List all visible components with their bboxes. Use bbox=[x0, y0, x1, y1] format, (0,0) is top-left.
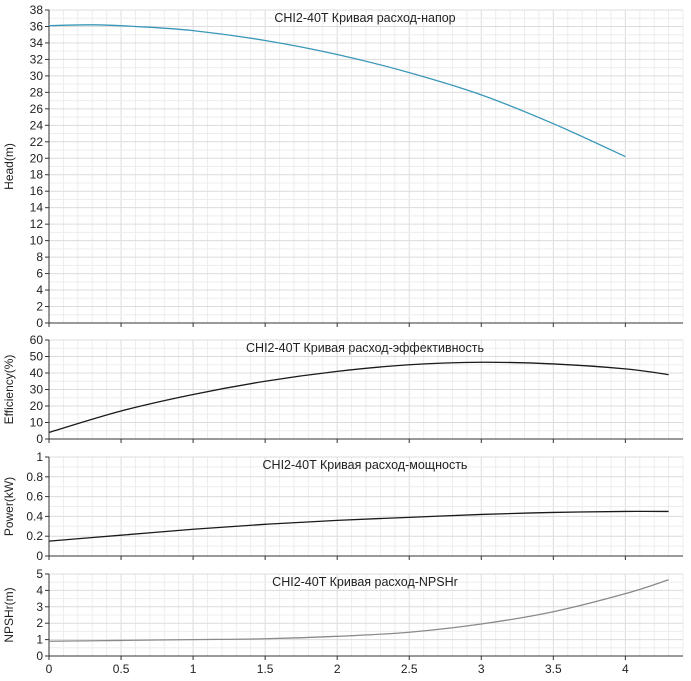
y-tick-label: 10 bbox=[30, 234, 44, 248]
chart-panel-1: 02468101214161820222426283032343638Head(… bbox=[2, 3, 684, 330]
y-axis-label: Head(m) bbox=[2, 143, 16, 190]
y-tick-label: 26 bbox=[30, 102, 44, 116]
y-tick-label: 60 bbox=[30, 333, 44, 347]
y-tick-label: 2 bbox=[36, 616, 43, 630]
y-tick-label: 36 bbox=[30, 19, 44, 33]
y-tick-label: 8 bbox=[36, 250, 43, 264]
y-tick-label: 0.4 bbox=[26, 509, 43, 523]
y-tick-label: 2 bbox=[36, 300, 43, 314]
y-tick-label: 0 bbox=[36, 549, 43, 563]
x-tick-label: 3.5 bbox=[545, 662, 562, 676]
x-tick-label: 1 bbox=[190, 662, 197, 676]
series-line bbox=[48, 24, 626, 158]
gridlines bbox=[48, 9, 684, 324]
y-tick-label: 10 bbox=[30, 416, 44, 430]
y-tick-label: 0 bbox=[36, 316, 43, 330]
gridlines bbox=[48, 339, 684, 440]
x-tick-label: 0.5 bbox=[113, 662, 130, 676]
y-tick-label: 20 bbox=[30, 399, 44, 413]
chart-title: CHI2-40T Кривая расход-мощность bbox=[263, 458, 468, 472]
y-tick-label: 4 bbox=[36, 583, 43, 597]
y-axis-label: NPSHr(m) bbox=[2, 587, 16, 642]
series-line bbox=[48, 579, 669, 642]
y-tick-label: 18 bbox=[30, 168, 44, 182]
y-tick-label: 20 bbox=[30, 151, 44, 165]
y-tick-label: 0.6 bbox=[26, 490, 43, 504]
y-tick-label: 6 bbox=[36, 267, 43, 281]
x-tick-label: 2.5 bbox=[401, 662, 418, 676]
y-tick-label: 0 bbox=[36, 432, 43, 446]
x-tick-label: 0 bbox=[46, 662, 53, 676]
y-tick-label: 0.2 bbox=[26, 529, 43, 543]
y-tick-label: 32 bbox=[30, 52, 44, 66]
y-tick-label: 22 bbox=[30, 135, 44, 149]
y-tick-label: 3 bbox=[36, 600, 43, 614]
y-tick-label: 16 bbox=[30, 184, 44, 198]
y-tick-label: 38 bbox=[30, 3, 44, 17]
y-tick-label: 14 bbox=[30, 201, 44, 215]
chart-panel-2: 0 10 20 30 40 50 60 Efficiency(%) CHI2-40T Крива… bbox=[2, 333, 684, 446]
y-tick-label: 30 bbox=[30, 69, 44, 83]
chart-panel-3: 0 0.2 0.4 0.6 0.8 1 Power(kW) CHI2-40T Кривая р… bbox=[2, 450, 684, 563]
y-tick-label: 0 bbox=[36, 649, 43, 663]
chart-panel-4: 0 1 2 3 4 5 0 0.5 1 1.5 2 2.5 3 3.5 4 NPSHr(m) CHI2-40T … bbox=[2, 567, 684, 676]
y-tick-label: 1 bbox=[36, 633, 43, 647]
y-tick-label: 5 bbox=[36, 567, 43, 581]
y-tick-label: 1 bbox=[36, 450, 43, 464]
x-tick-label: 4 bbox=[622, 662, 629, 676]
y-tick-label: 50 bbox=[30, 350, 44, 364]
x-tick-label: 3 bbox=[478, 662, 485, 676]
x-tick-label: 1.5 bbox=[257, 662, 274, 676]
y-axis-label: Power(kW) bbox=[2, 477, 16, 536]
y-tick-label: 24 bbox=[30, 118, 44, 132]
y-tick-label: 40 bbox=[30, 366, 44, 380]
y-tick-label: 30 bbox=[30, 383, 44, 397]
series-line bbox=[48, 361, 669, 434]
y-tick-label: 34 bbox=[30, 36, 44, 50]
y-tick-label: 0.8 bbox=[26, 470, 43, 484]
y-tick-label: 28 bbox=[30, 85, 44, 99]
y-axis-label: Efficiency(%) bbox=[2, 355, 16, 425]
series-line bbox=[48, 510, 669, 542]
chart-title: CHI2-40T Кривая расход-напор bbox=[274, 11, 455, 25]
y-tick-label: 12 bbox=[30, 217, 44, 231]
x-tick-label: 2 bbox=[334, 662, 341, 676]
chart-title: CHI2-40T Кривая расход-эффективность bbox=[246, 341, 484, 355]
y-tick-label: 4 bbox=[36, 283, 43, 297]
chart-title: CHI2-40T Кривая расход-NPSHr bbox=[272, 575, 458, 589]
